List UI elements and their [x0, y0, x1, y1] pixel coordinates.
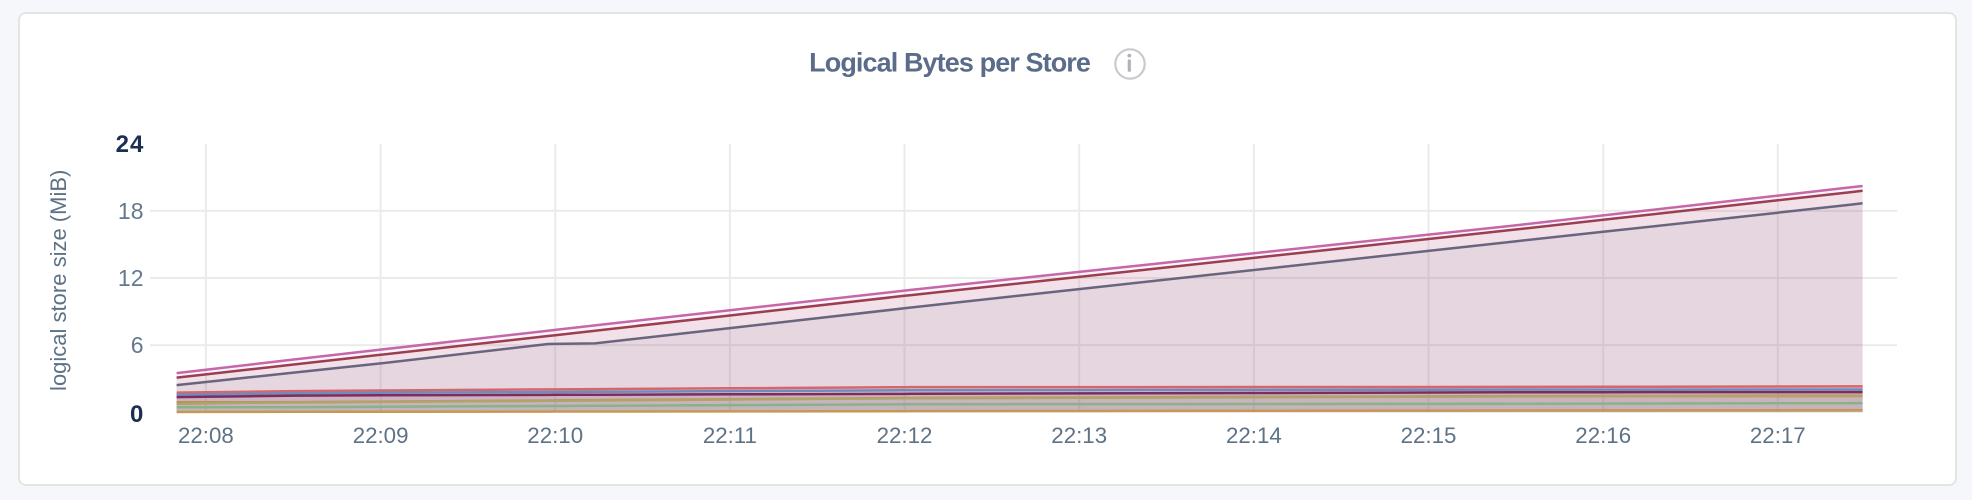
- svg-text:12: 12: [118, 265, 144, 291]
- svg-text:22:16: 22:16: [1575, 423, 1631, 448]
- svg-text:0: 0: [130, 401, 144, 428]
- svg-text:22:14: 22:14: [1226, 423, 1282, 448]
- svg-text:22:17: 22:17: [1750, 423, 1806, 448]
- svg-text:22:08: 22:08: [178, 423, 234, 448]
- svg-text:18: 18: [118, 198, 144, 224]
- svg-text:6: 6: [131, 332, 144, 358]
- svg-text:Logical Bytes per Store: Logical Bytes per Store: [809, 48, 1091, 78]
- svg-text:24: 24: [116, 131, 145, 158]
- svg-text:22:10: 22:10: [527, 423, 583, 448]
- svg-text:22:12: 22:12: [877, 423, 933, 448]
- svg-text:22:13: 22:13: [1051, 423, 1107, 448]
- svg-text:22:09: 22:09: [353, 423, 409, 448]
- svg-text:22:11: 22:11: [703, 423, 757, 448]
- svg-text:logical store size (MiB): logical store size (MiB): [46, 170, 71, 391]
- svg-text:22:15: 22:15: [1401, 423, 1457, 448]
